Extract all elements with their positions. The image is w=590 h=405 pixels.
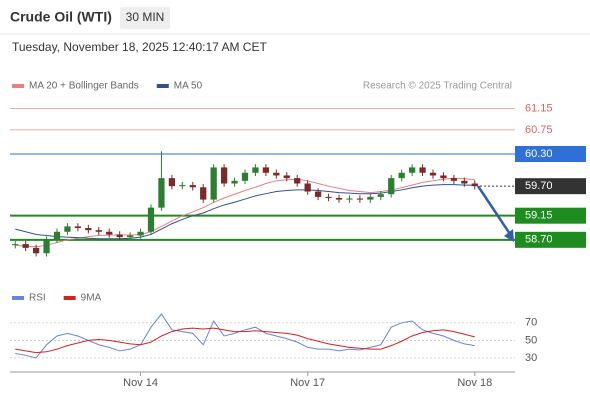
- timeframe-badge: [120, 7, 170, 29]
- candle-body: [64, 226, 71, 232]
- candle-body: [461, 180, 468, 184]
- candle-body: [335, 197, 343, 200]
- legend-label: MA 50: [174, 81, 203, 92]
- candle-body: [126, 235, 134, 238]
- arrow-head: [504, 229, 514, 242]
- legend-label: 9MA: [81, 293, 102, 304]
- legend-swatch: [12, 84, 24, 88]
- level-label: 60.30: [525, 148, 553, 160]
- candle-body: [74, 226, 82, 229]
- candle-body: [356, 198, 364, 200]
- candle-body: [231, 180, 238, 184]
- forecast-arrow: [476, 185, 512, 235]
- legend-label: RSI: [29, 293, 46, 304]
- timestamp: Tuesday, November 18, 2025 12:40:17 AM C…: [12, 40, 267, 54]
- candle-body: [377, 194, 384, 197]
- level-label: 58.70: [525, 234, 553, 246]
- candle-body: [283, 175, 290, 179]
- x-tick-label: Nov 14: [123, 377, 158, 389]
- candle-body: [325, 196, 332, 198]
- candle-body: [116, 234, 123, 238]
- candle-body: [95, 230, 102, 232]
- candle-body: [189, 185, 196, 188]
- candle-body: [398, 172, 405, 179]
- candle-body: [346, 198, 353, 200]
- candle-body: [106, 231, 113, 235]
- candle-body: [147, 207, 155, 232]
- x-tick-label: Nov 18: [457, 377, 492, 389]
- candle-body: [429, 172, 437, 176]
- legend-swatch: [12, 296, 24, 300]
- legend-swatch: [63, 296, 76, 300]
- candle-body: [252, 167, 259, 173]
- candle-body: [22, 244, 29, 248]
- level-label: 60.75: [525, 124, 553, 136]
- candle-body: [220, 167, 228, 184]
- legend-swatch: [156, 84, 169, 88]
- title: Crude Oil (WTI): [10, 9, 112, 25]
- candle-body: [43, 239, 50, 254]
- x-tick-label: Nov 17: [290, 377, 325, 389]
- candle-body: [241, 172, 249, 181]
- candle-body: [294, 178, 301, 184]
- candle-body: [12, 244, 19, 246]
- candle-body: [262, 167, 270, 173]
- plot: MA 20 + Bollinger Bands MA 50 61.15 60.75 60…: [10, 81, 586, 389]
- level-label: 59.15: [525, 210, 553, 222]
- candle-body: [408, 167, 416, 173]
- series-line: [15, 177, 475, 248]
- series-line: [15, 184, 475, 240]
- candle-body: [450, 178, 458, 181]
- candle-body: [158, 178, 165, 208]
- candle-body: [53, 231, 61, 240]
- legend-label: MA 20 + Bollinger Bands: [29, 81, 139, 92]
- candle-body: [137, 231, 144, 236]
- candle-body: [200, 187, 207, 200]
- level-box: [515, 178, 586, 195]
- level-label: 61.15: [525, 102, 553, 114]
- candle-body: [314, 191, 322, 197]
- candle-body: [419, 167, 426, 173]
- y-tick-label: 30: [525, 352, 537, 364]
- level-box: [515, 231, 586, 248]
- candle-body: [367, 196, 374, 200]
- timeframe: 30 MIN: [126, 10, 165, 24]
- candle-body: [32, 247, 40, 254]
- series-line: [15, 313, 475, 359]
- candle-body: [85, 228, 92, 231]
- candle-body: [210, 167, 217, 200]
- candle-body: [168, 178, 176, 187]
- credit: Research © 2025 Trading Central: [363, 81, 512, 92]
- candle-body: [304, 183, 311, 192]
- candle-body: [440, 175, 447, 179]
- candle-body: [471, 183, 478, 187]
- level-box: [515, 207, 586, 224]
- y-tick-label: 70: [525, 317, 537, 329]
- candle-body: [388, 178, 395, 195]
- candle-body: [273, 172, 280, 176]
- series-line: [15, 327, 475, 354]
- candle-body: [179, 185, 186, 187]
- level-label: 59.70: [525, 180, 553, 192]
- level-box: [515, 146, 586, 162]
- y-tick-label: 50: [525, 334, 537, 346]
